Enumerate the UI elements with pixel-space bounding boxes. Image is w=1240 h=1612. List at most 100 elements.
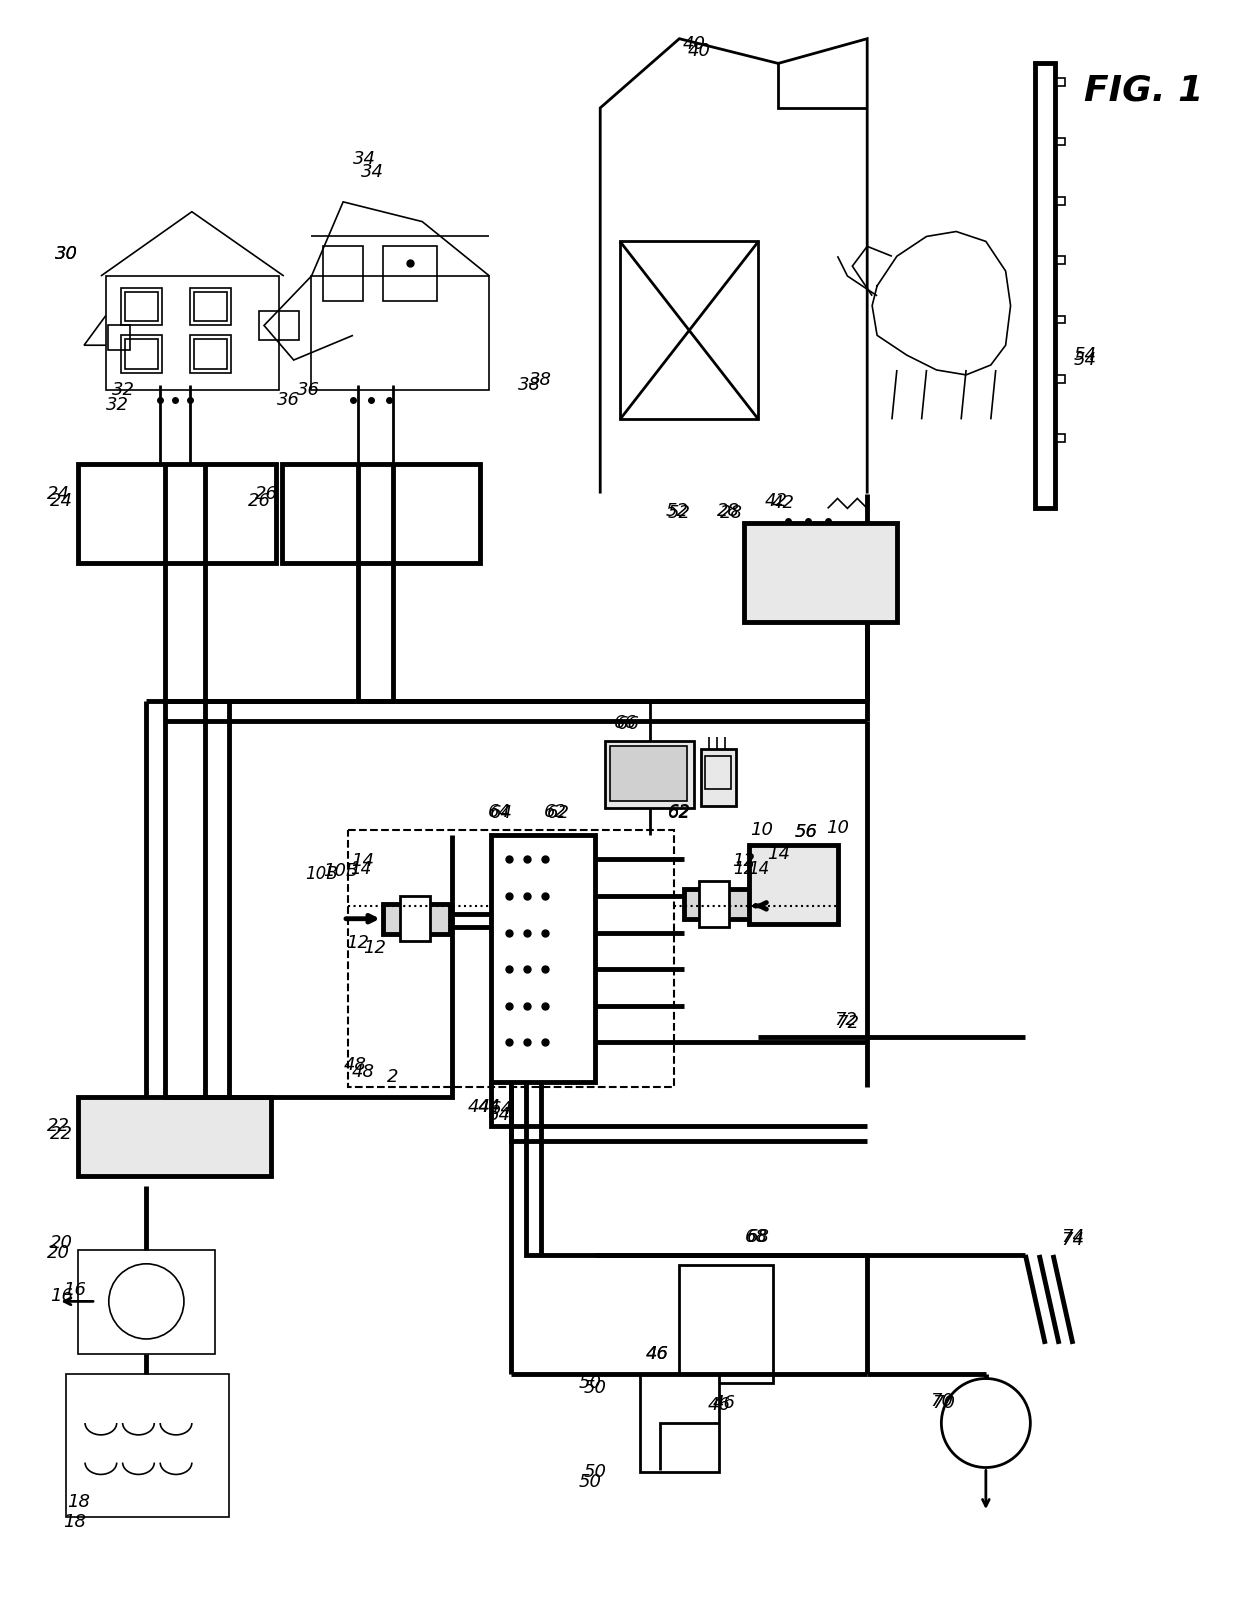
Text: 30: 30 [55, 245, 78, 263]
Bar [701, 748, 735, 806]
Bar [190, 335, 232, 372]
Bar [744, 524, 897, 622]
Bar [120, 335, 162, 372]
Text: 20: 20 [50, 1235, 73, 1253]
Text: 16: 16 [63, 1280, 86, 1299]
Text: 50: 50 [584, 1380, 606, 1398]
Text: 14: 14 [351, 853, 374, 870]
Bar [699, 882, 729, 927]
Text: 12: 12 [346, 935, 370, 953]
Text: 38: 38 [517, 376, 541, 393]
Bar [491, 835, 595, 1082]
Text: 2: 2 [387, 1067, 398, 1086]
Text: 28: 28 [720, 505, 743, 522]
Text: 44: 44 [467, 1098, 491, 1116]
Bar [259, 311, 299, 340]
Text: 14: 14 [351, 861, 372, 879]
Bar [193, 339, 227, 369]
Bar [680, 1265, 774, 1383]
Text: 10: 10 [826, 819, 849, 837]
Bar [66, 1373, 229, 1517]
Text: 74: 74 [1061, 1228, 1084, 1246]
Text: 64: 64 [490, 1099, 513, 1117]
Bar [1056, 137, 1065, 145]
Bar [383, 904, 450, 933]
Bar [120, 289, 162, 326]
Text: 50: 50 [579, 1473, 601, 1491]
Text: 54: 54 [1074, 351, 1096, 369]
Text: 14: 14 [748, 861, 769, 879]
Text: 48: 48 [351, 1062, 374, 1082]
Bar [348, 830, 675, 1086]
Bar [610, 746, 687, 801]
Bar [124, 292, 159, 321]
Text: 40: 40 [688, 42, 711, 60]
Text: 64: 64 [490, 804, 513, 822]
Text: 20: 20 [47, 1244, 69, 1262]
Bar [124, 339, 159, 369]
Text: 66: 66 [616, 716, 640, 733]
Text: 42: 42 [765, 492, 787, 511]
Text: 18: 18 [67, 1493, 89, 1510]
Text: 32: 32 [107, 395, 129, 414]
Bar [193, 292, 227, 321]
Text: 62: 62 [544, 803, 567, 821]
Bar [311, 276, 490, 390]
Text: 54: 54 [1074, 347, 1096, 364]
Text: 34: 34 [361, 163, 384, 181]
Text: 14: 14 [766, 845, 790, 864]
Text: 40: 40 [683, 34, 706, 53]
Bar [78, 464, 275, 563]
Bar [108, 326, 129, 350]
Bar [190, 289, 232, 326]
Text: 10B: 10B [305, 866, 337, 883]
Bar [401, 896, 430, 941]
Bar [620, 242, 759, 419]
Text: 16: 16 [50, 1288, 73, 1306]
Bar [281, 464, 480, 563]
Text: FIG. 1: FIG. 1 [1085, 73, 1204, 106]
Text: 34: 34 [353, 150, 377, 168]
Text: 74: 74 [1061, 1232, 1084, 1249]
Text: 26: 26 [248, 492, 270, 511]
Text: 62: 62 [668, 804, 691, 822]
Text: 46: 46 [646, 1344, 670, 1362]
Text: 36: 36 [278, 390, 300, 408]
Bar [640, 1373, 719, 1472]
Text: 46: 46 [712, 1394, 735, 1412]
Bar [78, 1249, 215, 1354]
Text: 12: 12 [733, 861, 754, 879]
Bar [1056, 197, 1065, 205]
Text: 28: 28 [717, 503, 740, 521]
Text: 30: 30 [55, 245, 78, 263]
Text: 56: 56 [795, 822, 817, 841]
Text: 36: 36 [298, 380, 320, 398]
Text: 24: 24 [47, 485, 69, 503]
Text: 12: 12 [732, 853, 755, 870]
Text: 32: 32 [112, 380, 135, 398]
Text: 72: 72 [836, 1014, 859, 1032]
Text: 22: 22 [50, 1125, 73, 1143]
Text: 48: 48 [343, 1056, 367, 1074]
Text: 12: 12 [363, 940, 387, 958]
Bar [1035, 63, 1055, 508]
Text: 62: 62 [668, 803, 691, 821]
Bar [1056, 376, 1065, 382]
Text: 52: 52 [666, 503, 689, 521]
Text: 46: 46 [646, 1344, 670, 1362]
Text: 18: 18 [63, 1514, 86, 1531]
Bar [605, 742, 694, 808]
Text: 64: 64 [487, 1106, 511, 1124]
Text: 50: 50 [584, 1464, 606, 1481]
Text: 70: 70 [930, 1393, 952, 1410]
Text: 50: 50 [579, 1375, 601, 1393]
Bar [1056, 256, 1065, 264]
Bar [78, 1096, 272, 1175]
Bar [749, 845, 837, 924]
Text: 24: 24 [50, 492, 73, 511]
Text: 64: 64 [487, 803, 511, 821]
Text: 68: 68 [745, 1228, 768, 1246]
Text: 70: 70 [932, 1394, 956, 1412]
Text: 56: 56 [795, 822, 817, 841]
Bar [383, 247, 436, 301]
